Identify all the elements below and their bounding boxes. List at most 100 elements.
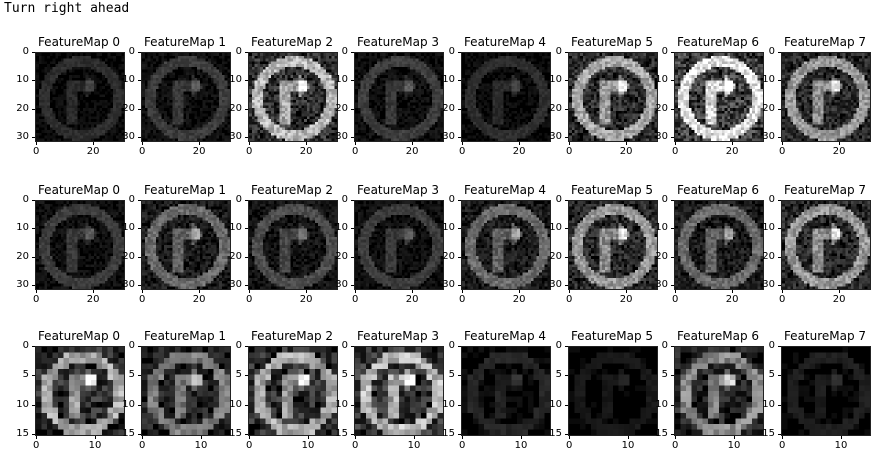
y-tick-label: 0 — [22, 340, 29, 351]
y-tick-label: 5 — [235, 369, 242, 381]
y-tick-mark — [32, 256, 35, 258]
feature-map-title: FeatureMap 5 — [570, 35, 654, 49]
y-tick-label: 20 — [335, 250, 348, 262]
y-tick-mark — [565, 200, 568, 201]
y-tick-mark — [458, 52, 461, 53]
x-tick-mark — [782, 436, 783, 439]
y-tick-label: 10 — [549, 222, 562, 234]
feature-map-image — [461, 200, 551, 290]
feature-map-panel: FeatureMap 2 0 5 10 15 0 10 — [229, 329, 338, 459]
x-tick-label: 0 — [352, 146, 359, 157]
y-tick-mark — [778, 200, 781, 201]
y-tick-mark — [32, 52, 35, 53]
feature-map-title: FeatureMap 3 — [356, 183, 440, 197]
x-tick-mark — [731, 142, 733, 145]
x-tick-label: 0 — [352, 294, 359, 305]
x-tick-label: 0 — [139, 146, 146, 157]
y-tick-mark — [671, 52, 674, 53]
x-tick-label: 20 — [299, 146, 313, 157]
x-tick-mark — [307, 436, 309, 439]
y-tick-label: 0 — [555, 194, 562, 205]
y-tick-label: 5 — [341, 369, 348, 381]
feature-map-image — [35, 200, 125, 290]
feature-map-title: FeatureMap 1 — [143, 35, 227, 49]
y-tick-mark — [671, 285, 674, 287]
y-tick-label: 15 — [229, 428, 242, 439]
y-tick-label: 15 — [122, 428, 135, 439]
y-tick-mark — [351, 434, 354, 435]
x-tick-mark — [675, 290, 676, 293]
feature-map-title: FeatureMap 7 — [783, 35, 867, 49]
feature-map-image — [674, 200, 764, 290]
y-tick-label: 0 — [661, 340, 668, 351]
y-tick-label: 5 — [22, 369, 29, 381]
x-tick-label: 20 — [192, 146, 206, 157]
y-tick-mark — [671, 256, 674, 258]
y-tick-mark — [778, 404, 781, 406]
x-tick-mark — [838, 290, 840, 293]
feature-map-image — [781, 52, 871, 142]
feature-map-image — [674, 52, 764, 142]
y-tick-label: 20 — [16, 250, 29, 262]
y-tick-mark — [351, 228, 354, 230]
feature-map-title: FeatureMap 6 — [676, 183, 760, 197]
y-tick-mark — [32, 434, 35, 435]
y-tick-label: 10 — [16, 222, 29, 234]
y-tick-label: 30 — [442, 279, 455, 291]
feature-map-title: FeatureMap 3 — [356, 329, 440, 343]
x-tick-label: 20 — [725, 294, 739, 305]
y-tick-mark — [138, 375, 141, 377]
x-tick-mark — [782, 290, 783, 293]
y-tick-label: 0 — [341, 194, 348, 205]
feature-map-image — [461, 52, 551, 142]
y-tick-label: 15 — [655, 428, 668, 439]
x-tick-mark — [355, 436, 356, 439]
feature-map-panel: FeatureMap 5 0 5 10 15 0 10 — [549, 329, 658, 459]
y-tick-label: 0 — [128, 194, 135, 205]
y-tick-label: 0 — [555, 340, 562, 351]
x-tick-mark — [782, 142, 783, 145]
y-tick-label: 30 — [122, 279, 135, 291]
x-tick-mark — [36, 436, 37, 439]
x-tick-label: 0 — [246, 146, 253, 157]
y-tick-label: 10 — [655, 398, 668, 410]
x-tick-mark — [731, 290, 733, 293]
y-tick-label: 0 — [768, 194, 775, 205]
x-tick-label: 10 — [194, 440, 208, 451]
x-tick-mark — [355, 142, 356, 145]
y-tick-mark — [32, 346, 35, 347]
feature-map-title: FeatureMap 4 — [463, 183, 547, 197]
y-tick-label: 30 — [16, 131, 29, 143]
y-tick-mark — [32, 375, 35, 377]
y-tick-mark — [138, 404, 141, 406]
y-tick-label: 10 — [16, 74, 29, 86]
y-tick-mark — [671, 80, 674, 82]
y-tick-mark — [351, 108, 354, 110]
y-tick-mark — [138, 434, 141, 435]
x-tick-label: 20 — [86, 146, 100, 157]
feature-map-panel: FeatureMap 0 0 10 20 30 0 20 — [16, 35, 125, 165]
x-tick-label: 10 — [621, 440, 635, 451]
y-tick-mark — [138, 108, 141, 110]
y-tick-mark — [565, 285, 568, 287]
y-tick-label: 15 — [16, 428, 29, 439]
y-tick-mark — [245, 80, 248, 82]
y-tick-label: 0 — [768, 340, 775, 351]
x-tick-mark — [462, 290, 463, 293]
x-tick-mark — [355, 290, 356, 293]
y-tick-mark — [565, 346, 568, 347]
y-tick-label: 0 — [128, 46, 135, 57]
y-tick-label: 10 — [335, 398, 348, 410]
y-tick-mark — [778, 52, 781, 53]
feature-map-title: FeatureMap 2 — [250, 183, 334, 197]
y-tick-label: 10 — [762, 398, 775, 410]
y-tick-label: 20 — [122, 102, 135, 114]
y-tick-mark — [32, 137, 35, 139]
feature-map-title: FeatureMap 1 — [143, 183, 227, 197]
x-tick-label: 20 — [512, 146, 526, 157]
y-tick-label: 30 — [229, 279, 242, 291]
x-tick-mark — [411, 142, 413, 145]
feature-map-panel: FeatureMap 7 0 5 10 15 0 10 — [762, 329, 871, 459]
y-tick-mark — [245, 228, 248, 230]
feature-map-image — [141, 200, 231, 290]
